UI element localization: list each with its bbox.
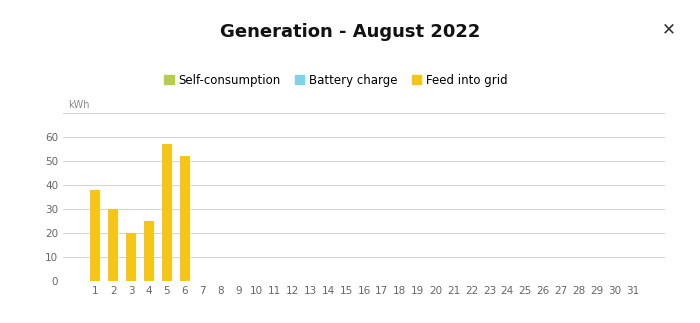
Bar <box>144 221 154 281</box>
Bar <box>180 156 190 281</box>
Bar <box>90 190 100 281</box>
Bar <box>108 209 118 281</box>
Legend: Self-consumption, Battery charge, Feed into grid: Self-consumption, Battery charge, Feed i… <box>164 74 508 87</box>
Text: Generation - August 2022: Generation - August 2022 <box>220 23 480 41</box>
Text: ✕: ✕ <box>662 20 676 38</box>
Bar <box>162 144 172 281</box>
Bar <box>126 233 136 281</box>
Text: kWh: kWh <box>69 100 90 110</box>
